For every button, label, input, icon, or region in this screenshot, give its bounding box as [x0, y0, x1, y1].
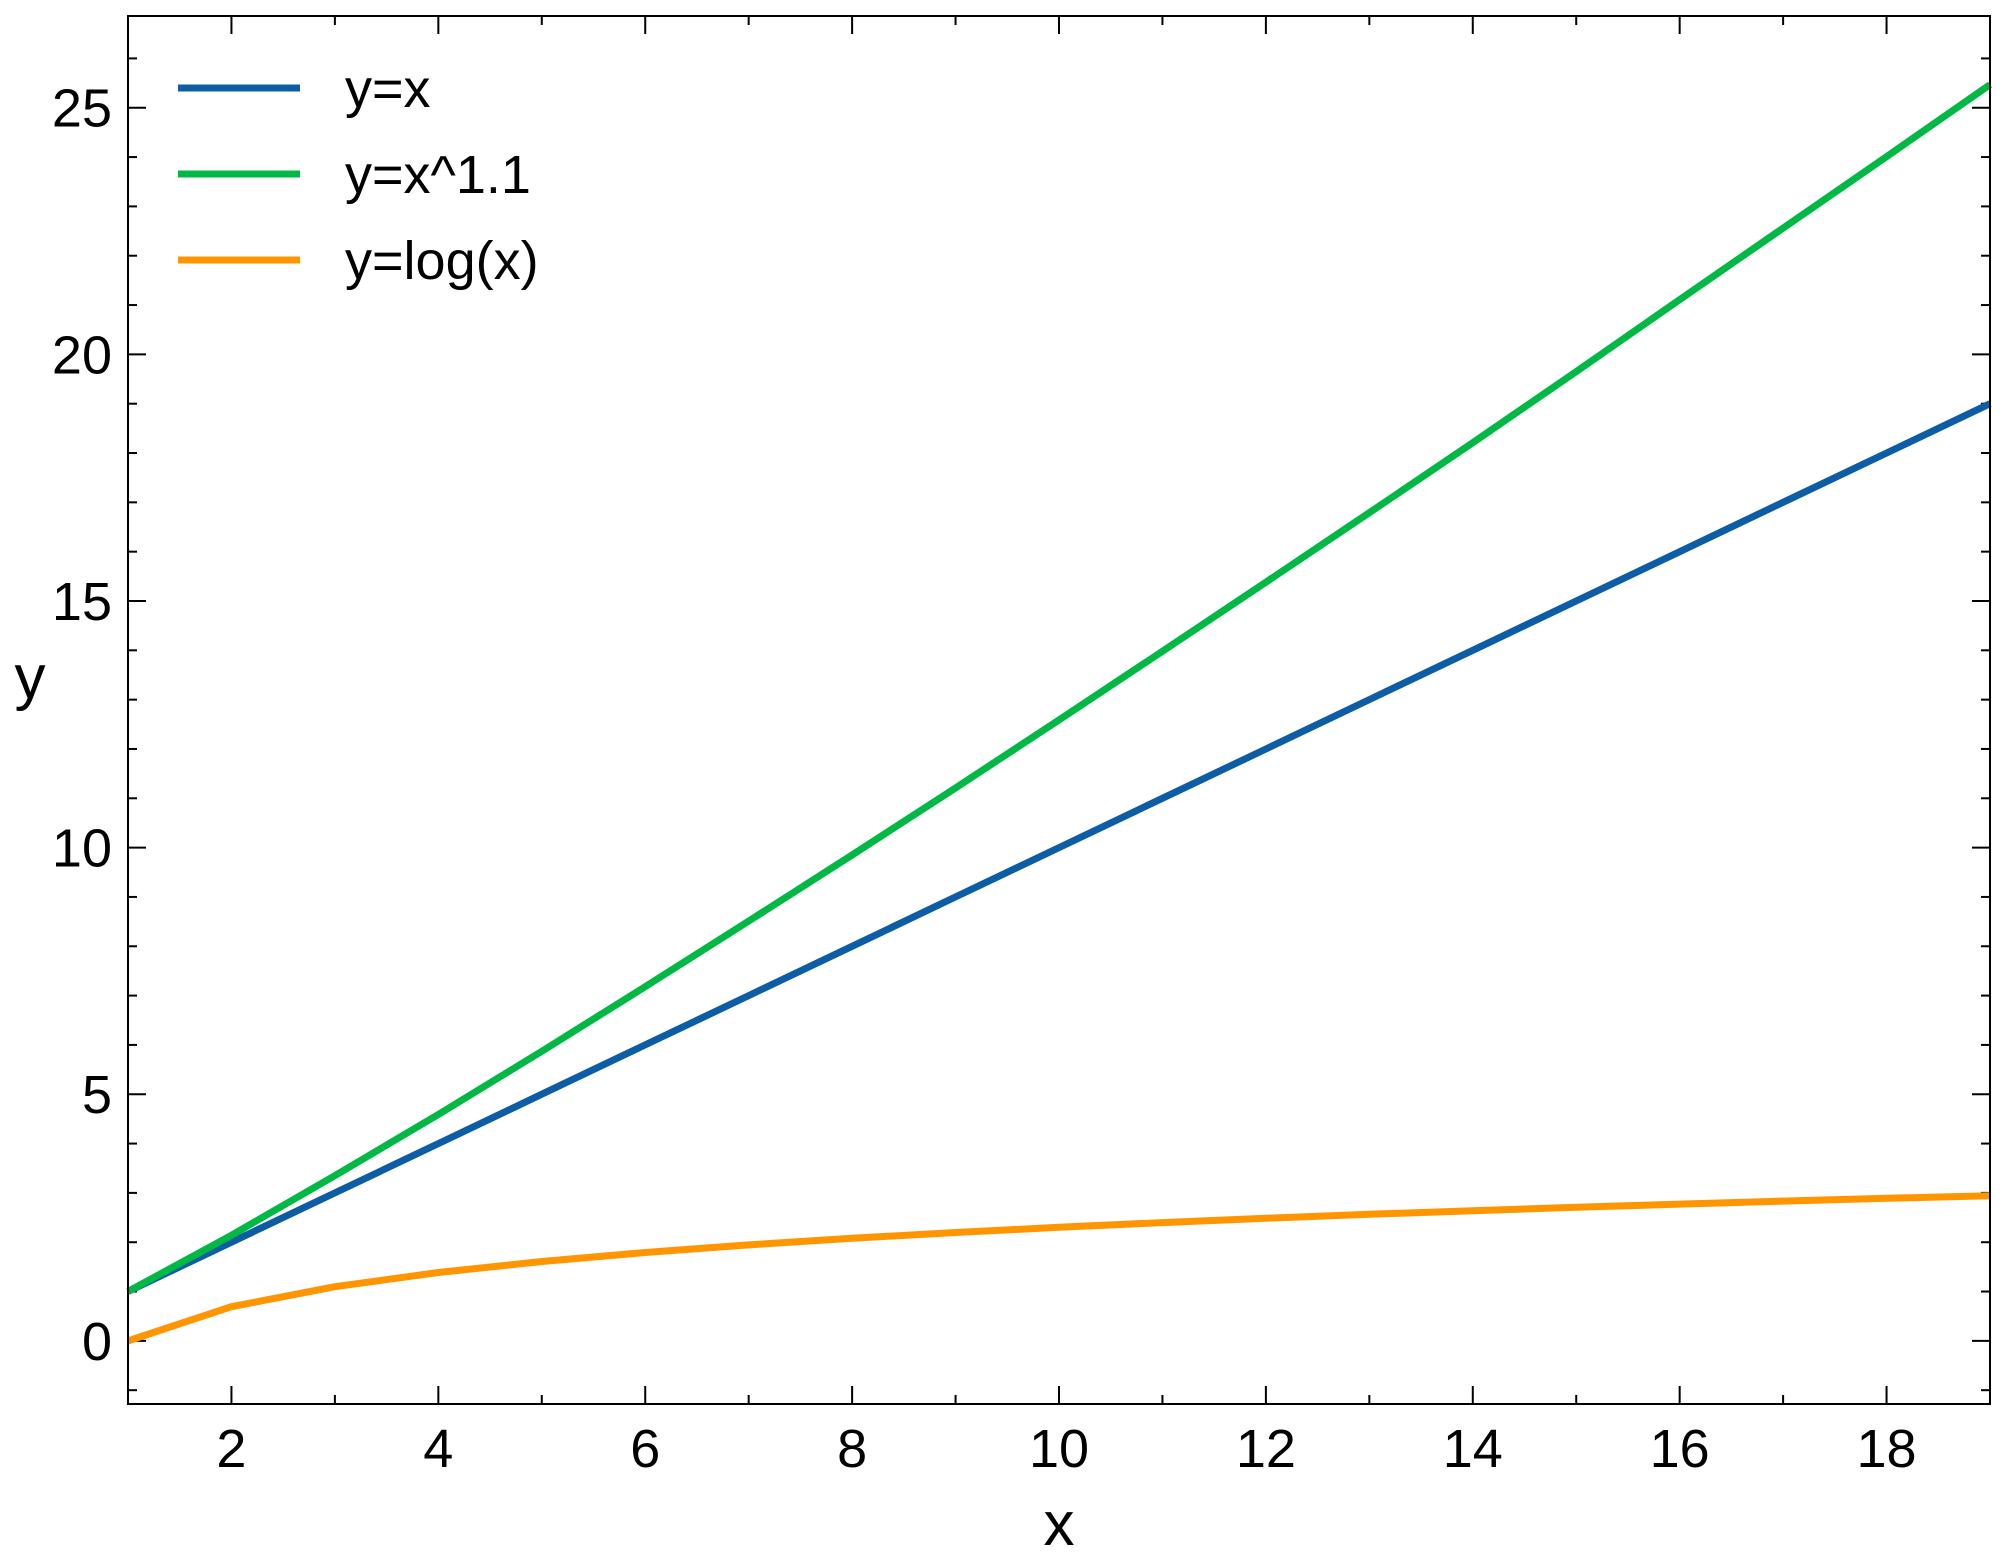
- x-tick-label: 18: [1857, 1419, 1917, 1479]
- x-tick-label: 6: [630, 1419, 660, 1479]
- x-tick-label: 10: [1029, 1419, 1089, 1479]
- plot-frame: [127, 15, 1991, 1405]
- y-axis-label: y: [15, 643, 46, 712]
- series-line-y-x-1-1: [126, 81, 1993, 1295]
- x-axis-label: x: [1044, 1490, 1075, 1559]
- y-tick-label: 5: [82, 1065, 112, 1125]
- y-tick-label: 10: [52, 819, 112, 879]
- minor-ticks: [127, 16, 1991, 1404]
- x-tick-label: 8: [837, 1419, 867, 1479]
- x-tick-label: 14: [1443, 1419, 1503, 1479]
- x-tick-label: 16: [1650, 1419, 1710, 1479]
- series-lines: [126, 81, 1993, 1345]
- legend-label: y=x: [345, 59, 431, 119]
- y-tick-label: 25: [52, 79, 112, 139]
- legend-label: y=log(x): [345, 231, 539, 291]
- y-tick-label: 15: [52, 572, 112, 632]
- y-tick-labels: 0 5 10 15 20 25: [52, 79, 112, 1372]
- series-line-y-log-x-: [126, 1192, 1991, 1345]
- y-tick-label: 20: [52, 325, 112, 385]
- x-tick-label: 2: [216, 1419, 246, 1479]
- legend: y=x y=x^1.1 y=log(x): [178, 59, 539, 291]
- y-tick-label: 0: [82, 1312, 112, 1372]
- major-ticks: [128, 16, 1990, 1404]
- series-line-y-x: [126, 400, 1992, 1295]
- x-tick-label: 12: [1236, 1419, 1296, 1479]
- legend-label: y=x^1.1: [345, 145, 531, 205]
- x-tick-label: 4: [423, 1419, 453, 1479]
- x-tick-labels: 2 4 6 8 10 12 14 16 18: [216, 1419, 1916, 1479]
